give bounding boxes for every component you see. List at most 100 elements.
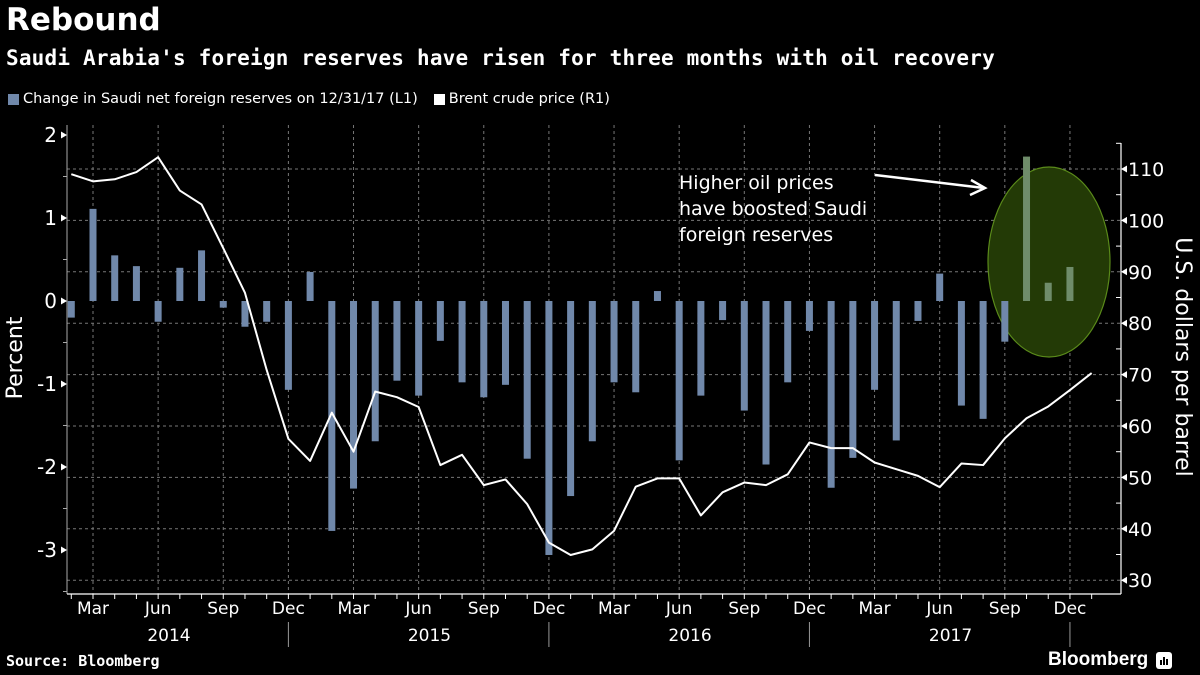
right-axis-tick-label: 30: [1128, 570, 1152, 592]
bar: [697, 301, 705, 396]
axes: 2 1 0 -1 -2 -3 Percent 110 100 90 80 70 60 50 40 30 U.S.…: [3, 123, 1195, 647]
bar: [415, 301, 423, 396]
bar: [588, 301, 596, 442]
brand-logo: Bloomberg: [1048, 649, 1173, 671]
legend-label-brent: Brent crude price (R1): [448, 91, 610, 107]
x-axis-month-label: Dec: [532, 599, 565, 619]
bar: [957, 301, 965, 406]
bar: [393, 301, 401, 381]
bar: [219, 301, 227, 308]
left-axis-tick-label: -2: [37, 455, 57, 479]
left-axis-tick-label: 2: [44, 123, 57, 147]
bar: [805, 301, 813, 331]
legend-label-reserves: Change in Saudi net foreign reserves on …: [23, 91, 418, 107]
right-axis-tick: [1121, 422, 1127, 430]
bar: [827, 301, 835, 488]
bar: [284, 301, 292, 390]
brand-name: Bloomberg: [1048, 649, 1149, 670]
bloomberg-chart-icon: [1156, 651, 1173, 669]
x-axis-month-label: Jun: [665, 599, 693, 619]
bar: [350, 301, 358, 489]
left-axis-tick: [61, 131, 67, 139]
bar: [371, 301, 379, 442]
left-axis-tick: [61, 380, 67, 388]
right-axis-tick-label: 50: [1128, 467, 1152, 489]
x-axis-month-label: Sep: [728, 599, 760, 619]
bar: [914, 301, 922, 321]
annotation-text: have boosted Saudi: [679, 198, 867, 220]
left-axis-tick-label: -3: [37, 538, 57, 562]
right-axis-tick: [1121, 319, 1127, 327]
right-axis-tick-label: 60: [1128, 416, 1152, 438]
left-axis-tick-label: -1: [37, 372, 57, 396]
left-axis-tick-label: 1: [44, 206, 57, 230]
annotation-text: Higher oil prices: [679, 172, 834, 194]
bar: [111, 255, 119, 301]
bar: [610, 301, 618, 383]
annotation-text: foreign reserves: [679, 224, 833, 246]
bar: [567, 301, 575, 497]
x-axis-year-label: 2014: [147, 626, 190, 646]
line-series: [70, 156, 1093, 557]
bar: [176, 267, 184, 301]
x-axis-month-label: Sep: [989, 599, 1021, 619]
bar: [1001, 301, 1009, 342]
legend: Change in Saudi net foreign reserves on …: [8, 91, 626, 107]
x-axis-month-label: Jun: [925, 599, 953, 619]
bar: [849, 301, 857, 458]
bar: [1023, 156, 1031, 301]
x-axis-year-label: 2015: [408, 626, 451, 646]
arrow-head-icon: [969, 178, 988, 197]
right-axis-tick: [1121, 473, 1127, 481]
right-axis-tick-label: 100: [1128, 210, 1164, 232]
brent-price-line: [70, 156, 1093, 557]
x-axis-year-label: 2016: [668, 626, 711, 646]
left-axis-tick: [61, 297, 67, 305]
x-axis-month-label: Mar: [77, 599, 109, 619]
chart-subtitle: Saudi Arabia's foreign reserves have ris…: [6, 46, 995, 70]
right-axis-tick: [1121, 268, 1127, 276]
left-axis-tick: [61, 214, 67, 222]
right-axis-tick-label: 80: [1128, 313, 1152, 335]
right-axis-label: U.S. dollars per barrel: [1170, 237, 1195, 477]
x-axis-month-label: Mar: [337, 599, 369, 619]
right-axis-tick-label: 40: [1128, 519, 1152, 541]
bar: [719, 301, 727, 321]
x-axis-year-label: 2017: [929, 626, 972, 646]
x-axis-month-label: Mar: [859, 599, 891, 619]
bar: [89, 208, 97, 301]
legend-swatch-brent: [433, 93, 445, 105]
bar: [653, 291, 661, 301]
highlight-group: [987, 166, 1111, 358]
bar: [523, 301, 531, 459]
x-axis-month-label: Mar: [598, 599, 630, 619]
x-axis-month-label: Dec: [1053, 599, 1086, 619]
right-axis-tick-label: 70: [1128, 365, 1152, 387]
annotation-group: Higher oil prices have boosted Saudi forei…: [679, 172, 988, 246]
bar: [306, 271, 314, 301]
right-axis-tick: [1121, 165, 1127, 173]
left-axis-tick: [61, 463, 67, 471]
x-axis-month-label: Dec: [793, 599, 826, 619]
legend-item-reserves: Change in Saudi net foreign reserves on …: [8, 91, 418, 107]
left-axis-tick: [61, 546, 67, 554]
left-axis-label: Percent: [3, 316, 28, 399]
bar: [436, 301, 444, 341]
legend-swatch-reserves: [8, 93, 19, 105]
bar: [740, 301, 748, 411]
right-axis-tick-label: 110: [1128, 159, 1164, 181]
bar: [480, 301, 488, 398]
right-axis-tick: [1121, 216, 1127, 224]
bar: [263, 301, 271, 322]
source-note: Source: Bloomberg: [6, 652, 160, 670]
chart-title: Rebound: [6, 2, 161, 38]
bar: [458, 301, 466, 383]
x-axis-month-label: Sep: [207, 599, 239, 619]
right-axis-tick: [1121, 525, 1127, 533]
bar: [871, 301, 879, 390]
bar: [154, 301, 162, 322]
bar: [241, 301, 249, 327]
bar: [1044, 282, 1052, 301]
legend-item-brent: Brent crude price (R1): [433, 91, 610, 107]
bar: [132, 266, 140, 301]
